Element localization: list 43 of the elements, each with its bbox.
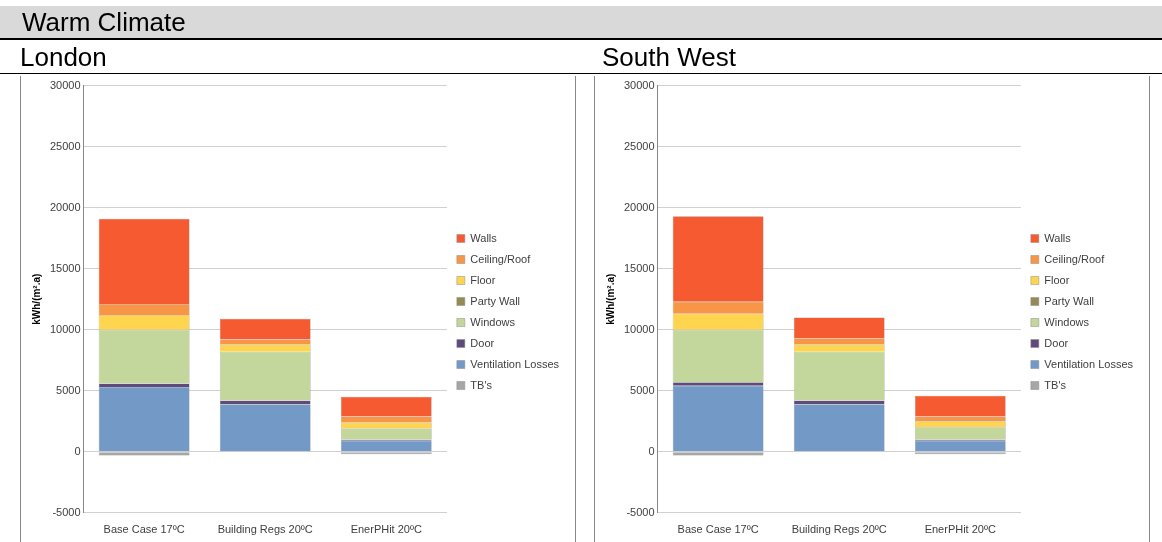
- legend-label: Windows: [1044, 315, 1090, 328]
- y-tick-label: 25000: [49, 139, 81, 152]
- y-tick-label: 5000: [630, 383, 655, 396]
- y-tick-label: 30000: [623, 78, 655, 91]
- y-tick-label: -5000: [52, 505, 81, 518]
- chart-title: South West: [582, 40, 1162, 74]
- legend-label: TB's: [1044, 378, 1067, 391]
- y-axis-title: kWh/(m².a): [604, 273, 616, 325]
- legend-label: Windows: [470, 315, 516, 328]
- legend-label: Walls: [470, 231, 498, 244]
- y-tick-label: 25000: [623, 139, 655, 152]
- x-tick-label: Building Regs 20ºC: [791, 523, 887, 536]
- y-tick-label: 15000: [49, 261, 81, 274]
- x-tick-label: EnerPHit 20ºC: [350, 523, 422, 536]
- y-tick-label: 10000: [623, 322, 655, 335]
- legend-label: Door: [1044, 336, 1069, 349]
- chart-subtitle: Warm Climate: [0, 6, 1162, 40]
- legend-label: Party Wall: [470, 294, 521, 307]
- y-axis-title: kWh/(m².a): [30, 273, 42, 325]
- y-tick-label: 30000: [49, 78, 81, 91]
- legend-label: Walls: [1044, 231, 1072, 244]
- legend-label: TB's: [470, 378, 493, 391]
- y-tick-label: 20000: [623, 200, 655, 213]
- legend-label: Ventilation Losses: [470, 357, 560, 370]
- y-tick-label: 5000: [56, 383, 81, 396]
- y-tick-label: 20000: [49, 200, 81, 213]
- legend-label: Floor: [1044, 273, 1070, 286]
- x-tick-label: Base Case 17ºC: [677, 523, 759, 536]
- legend-label: Door: [470, 336, 495, 349]
- y-tick-label: -5000: [626, 505, 655, 518]
- y-tick-label: 10000: [49, 322, 81, 335]
- legend-label: Party Wall: [1044, 294, 1095, 307]
- y-tick-label: 0: [74, 444, 81, 457]
- legend-label: Ventilation Losses: [1044, 357, 1134, 370]
- y-tick-label: 0: [648, 444, 655, 457]
- legend-label: Floor: [470, 273, 496, 286]
- x-tick-label: Building Regs 20ºC: [217, 523, 313, 536]
- x-tick-label: EnerPHit 20ºC: [924, 523, 996, 536]
- y-tick-label: 15000: [623, 261, 655, 274]
- legend-label: Ceiling/Roof: [1044, 252, 1106, 265]
- x-tick-label: Base Case 17ºC: [103, 523, 185, 536]
- chart-title: London: [0, 40, 582, 74]
- legend-label: Ceiling/Roof: [470, 252, 532, 265]
